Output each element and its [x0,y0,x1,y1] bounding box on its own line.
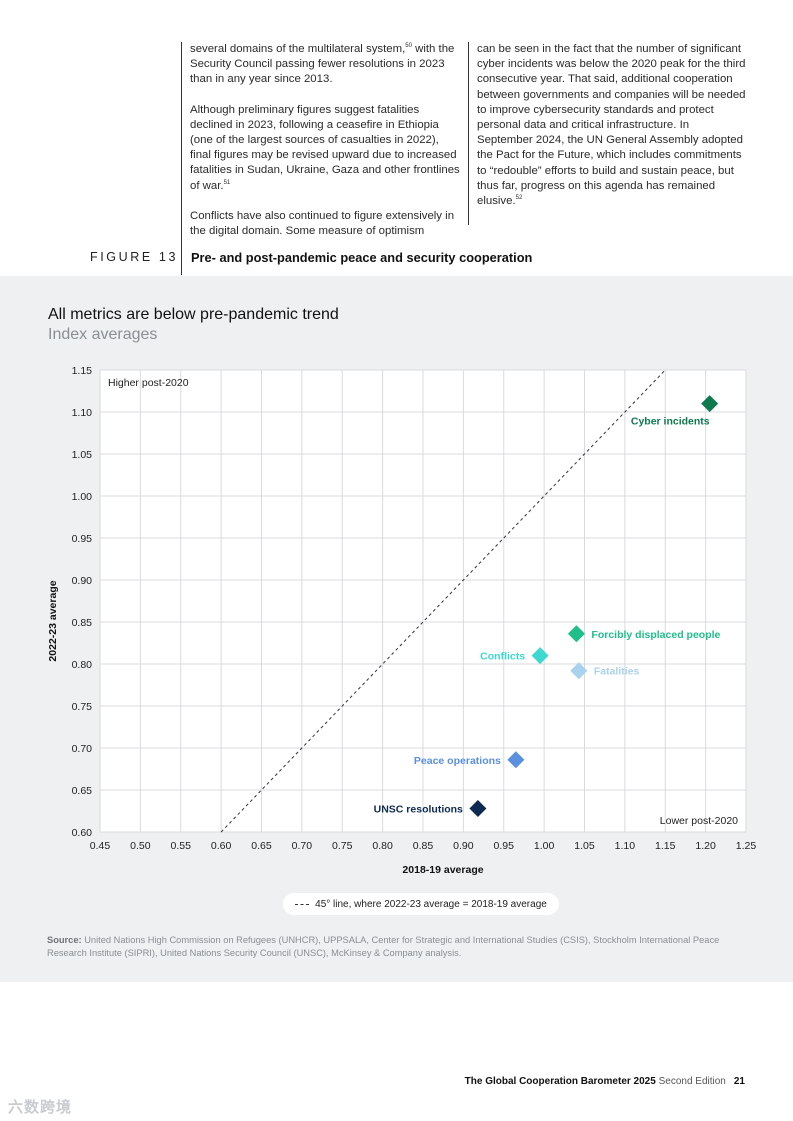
quadrant-label-bottom-right: Lower post-2020 [660,815,738,827]
watermark-logo: 六数跨境 [8,1099,73,1116]
reference-line-45 [220,369,666,833]
x-tick-label: 0.95 [494,840,515,852]
page-footer: The Global Cooperation Barometer 2025 Se… [465,1076,745,1087]
x-tick-label: 0.85 [413,840,434,852]
legend-label: 45° line, where 2022-23 average = 2018-1… [315,898,547,910]
data-label-peace-operations: Peace operations [414,755,501,767]
quadrant-label-top-left: Higher post-2020 [108,377,189,389]
data-label-unsc-resolutions: UNSC resolutions [374,803,463,815]
y-tick-label: 1.15 [72,365,93,377]
left-vertical-divider [181,42,182,275]
paragraph: Conflicts have also continued to figure … [190,209,455,238]
data-point-unsc-resolutions [469,799,487,817]
chart-legend: 45° line, where 2022-23 average = 2018-1… [283,893,559,915]
paragraph: several domains of the multilateral syst… [190,43,455,86]
paragraph: Although preliminary figures suggest fat… [190,103,460,192]
x-tick-label: 0.60 [211,840,232,852]
x-tick-label: 1.05 [574,840,595,852]
data-label-forcibly-displaced-people: Forcibly displaced people [591,629,720,641]
y-tick-label: 0.80 [72,659,93,671]
y-tick-label: 0.70 [72,743,93,755]
y-tick-label: 0.90 [72,575,93,587]
x-tick-label: 0.55 [171,840,192,852]
y-tick-label: 0.60 [72,827,93,839]
x-tick-label: 0.50 [130,840,151,852]
publication-title: The Global Cooperation Barometer 2025 [464,1076,656,1087]
data-point-conflicts [531,647,549,665]
x-tick-label: 1.10 [615,840,636,852]
chart-subtitle: Index averages [48,326,158,343]
y-tick-label: 0.95 [72,533,93,545]
x-tick-label: 1.20 [695,840,716,852]
x-tick-label: 0.65 [251,840,272,852]
data-point-forcibly-displaced-people [567,625,585,643]
data-point-cyber-incidents [701,395,719,413]
column-divider [468,42,469,225]
data-label-conflicts: Conflicts [480,651,525,663]
y-tick-label: 0.65 [72,785,93,797]
source-note: Source: United Nations High Commission o… [47,935,720,958]
x-tick-label: 0.75 [332,840,353,852]
data-point-peace-operations [507,751,525,769]
data-label-cyber-incidents: Cyber incidents [631,416,710,428]
chart-title: All metrics are below pre-pandemic trend [48,306,339,323]
y-tick-label: 1.00 [72,491,93,503]
x-tick-label: 0.80 [372,840,393,852]
y-axis-title: 2022-23 average [47,580,59,661]
x-tick-label: 0.90 [453,840,474,852]
dashed-line-swatch [295,903,310,905]
x-tick-label: 1.25 [736,840,757,852]
edition-label: Second Edition [655,1076,726,1087]
body-text-left-column: several domains of the multilateral syst… [190,42,462,254]
data-point-fatalities [570,662,588,680]
data-label-fatalities: Fatalities [594,666,640,678]
x-tick-label: 1.00 [534,840,555,852]
x-tick-label: 0.70 [292,840,313,852]
y-tick-label: 0.85 [72,617,93,629]
figure-title: Pre- and post-pandemic peace and securit… [191,250,533,265]
y-tick-label: 1.05 [72,449,93,461]
y-tick-label: 1.10 [72,407,93,419]
x-tick-label: 1.15 [655,840,676,852]
body-text-right-column: can be seen in the fact that the number … [477,42,747,224]
y-tick-label: 0.75 [72,701,93,713]
paragraph: can be seen in the fact that the number … [477,43,746,208]
x-axis-title: 2018-19 average [402,864,483,876]
x-tick-label: 0.45 [90,840,111,852]
figure-label: FIGURE 13 [90,250,178,264]
page-number: 21 [733,1076,745,1087]
